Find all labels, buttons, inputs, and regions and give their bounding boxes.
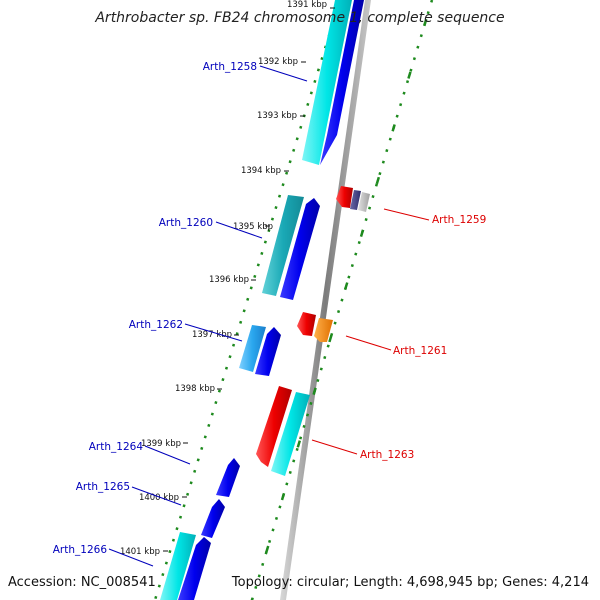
gene-label-arth-1259[interactable]: Arth_1259: [432, 214, 486, 226]
coordinate-ticks: 1391 kbp 1392 kbp 1393 kbp 1394 kbp 1395…: [120, 0, 335, 557]
gene-leader-line: [108, 548, 154, 567]
cds-arth-1266-bar: [178, 537, 211, 600]
cds-arth-1259-segment-purple: [350, 190, 361, 210]
tick-label: 1396 kbp: [209, 275, 249, 285]
accession-text: Accession: NC_008541: [8, 575, 156, 590]
track-dash: [312, 387, 317, 395]
gene-arth-1263-bar: [271, 392, 310, 476]
tick-label: 1393 kbp: [257, 111, 297, 121]
genome-backbone: [280, 0, 371, 600]
tick-label: 1399 kbp: [141, 439, 181, 449]
gene-arth-1258-bar: [302, 0, 352, 165]
track-dash: [423, 18, 428, 27]
gene-leader-line: [259, 65, 308, 82]
map-title: Arthrobacter sp. FB24 chromosome 1, comp…: [94, 10, 504, 26]
gene-label-arth-1258[interactable]: Arth_1258: [203, 61, 257, 73]
gene-leader-line: [144, 445, 191, 465]
gene-arth-1262-bar: [239, 325, 266, 372]
gene-leader-line: [131, 486, 182, 506]
cds-arth-1260-bar: [280, 198, 320, 300]
tick-label: 1392 kbp: [258, 57, 298, 67]
gene-leader-line: [383, 208, 430, 221]
summary-text: Topology: circular; Length: 4,698,945 bp…: [231, 575, 589, 590]
track-dash: [296, 440, 302, 448]
cds-arth-1263-bar: [256, 386, 292, 467]
track-dash: [407, 71, 412, 79]
gene-leader-line: [345, 335, 392, 351]
gene-arth-1266-bar: [160, 532, 196, 600]
tick-label: 1397 kbp: [192, 330, 232, 340]
left-track-line: [153, 0, 342, 600]
gene-label-arth-1262[interactable]: Arth_1262: [129, 319, 183, 331]
tick-label: 1400 kbp: [139, 493, 179, 503]
gene-leader-line: [215, 221, 263, 239]
track-dash: [375, 176, 381, 185]
right-track-line: [250, 0, 434, 600]
cds-arth-1264-bar: [216, 458, 240, 497]
gene-label-arth-1264[interactable]: Arth_1264: [89, 441, 144, 453]
gene-label-arth-1263[interactable]: Arth_1263: [360, 449, 414, 461]
gene-label-arth-1260[interactable]: Arth_1260: [159, 217, 213, 229]
track-dash: [328, 334, 333, 343]
reverse-features: [256, 186, 370, 476]
track-dash: [344, 282, 349, 290]
cds-arth-1258-bar: [320, 0, 364, 165]
tick-label: 1401 kbp: [120, 547, 160, 557]
cds-arth-1261-bar: [297, 312, 316, 336]
gene-label-arth-1266[interactable]: Arth_1266: [53, 544, 108, 556]
track-dash: [391, 124, 396, 132]
track-dash: [359, 229, 365, 237]
cds-arth-1259-bar: [336, 186, 353, 208]
forward-gene-labels: Arth_1258 Arth_1260 Arth_1262 Arth_1264 …: [53, 61, 308, 567]
tick-label: 1398 kbp: [175, 384, 215, 394]
gene-label-arth-1261[interactable]: Arth_1261: [393, 345, 447, 357]
tick-label: 1394 kbp: [241, 166, 281, 176]
tick-label: 1395 kbp: [233, 222, 273, 232]
cds-arth-1261-segment-orange: [314, 318, 333, 342]
track-dash: [265, 545, 270, 554]
gene-leader-line: [311, 439, 358, 455]
track-dash: [280, 492, 286, 501]
cds-arth-1259-segment-gray: [358, 192, 370, 212]
tick-label: 1391 kbp: [287, 0, 327, 10]
cds-arth-1262-bar: [255, 327, 281, 376]
reverse-gene-labels: Arth_1259 Arth_1261 Arth_1263: [311, 208, 486, 461]
gene-label-arth-1265[interactable]: Arth_1265: [76, 481, 130, 493]
forward-features: [160, 0, 364, 600]
gene-leader-line: [184, 323, 243, 342]
gene-arth-1260-bar: [262, 195, 304, 296]
cds-arth-1265-bar: [201, 499, 225, 538]
